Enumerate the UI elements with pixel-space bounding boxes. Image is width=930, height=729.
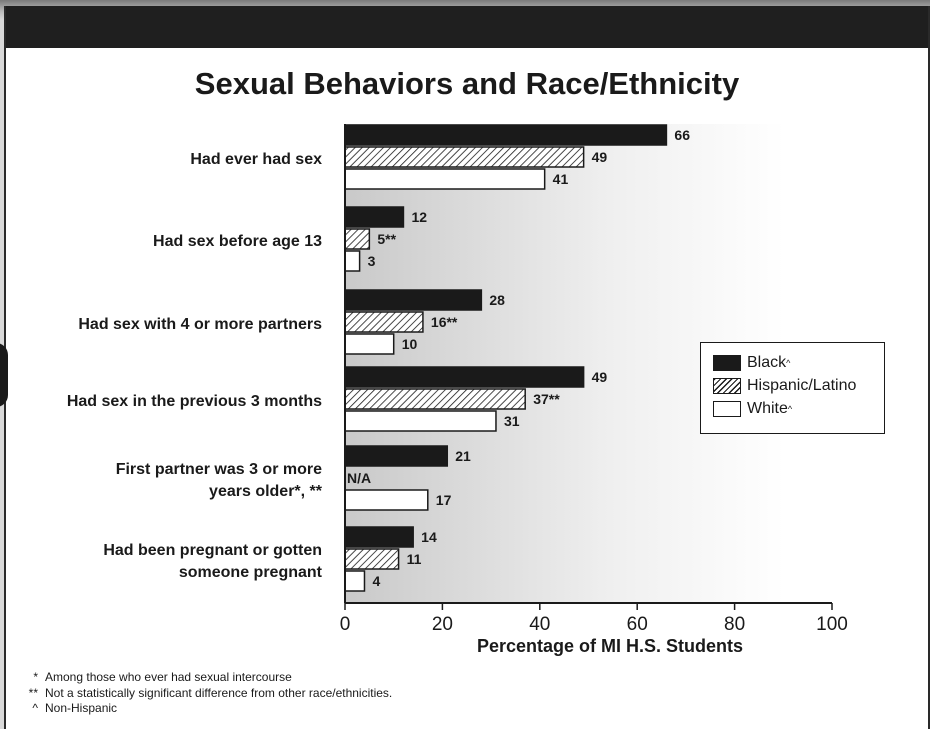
data-label: 21 [455,448,471,464]
legend-swatch-white [713,400,741,417]
bar-hispanic [344,388,526,410]
footnote: ^ Non-Hispanic [14,701,392,717]
legend-item-white: White ^ [713,397,884,420]
data-label: 49 [592,369,608,385]
footnote-text: Not a statistically significant differen… [45,685,393,700]
data-label: 11 [407,551,422,567]
footnote: ** Not a statistically significant diffe… [14,685,393,702]
bar-black [344,206,405,228]
data-label: 37** [533,391,560,407]
x-tick-label: 100 [816,614,848,635]
x-axis-title: Percentage of MI H.S. Students [477,636,743,656]
x-tick-label: 60 [627,614,648,635]
bar-hispanic [344,548,400,570]
data-label: 28 [489,292,505,308]
bar-hispanic [344,146,585,168]
category-label: years older*, ** [209,483,323,500]
bar-black [344,124,668,146]
x-tick-label: 40 [529,614,550,635]
legend-label-hispanic: Hispanic/Latino [747,376,857,394]
bar-white [344,410,497,432]
bar-black [344,289,483,311]
data-label: 14 [421,529,437,545]
legend-label-white: White [747,399,788,417]
data-label: 66 [674,127,690,143]
bar-black [344,366,585,388]
category-label: First partner was 3 or more [116,461,322,478]
data-label: 4 [372,573,380,589]
legend-mark-black: ^ [786,357,791,368]
legend-item-black: Black ^ [713,351,884,374]
category-label: Had ever had sex [190,151,322,168]
bar-black [344,526,414,548]
footnote-text: Among those who ever had sexual intercou… [45,670,292,684]
data-label: 10 [402,336,418,352]
legend: Black ^ Hispanic/Latino White ^ [700,342,885,434]
bar-white [344,250,361,272]
category-label: Had sex before age 13 [153,233,322,250]
legend-swatch-hispanic [713,377,741,394]
bar-hispanic [344,228,371,250]
legend-label-black: Black [747,353,787,371]
footnote-mark: ** [28,685,38,700]
category-label: Had sex in the previous 3 months [67,393,322,410]
data-label: N/A [347,470,371,486]
x-tick-label: 20 [432,614,453,635]
data-label: 41 [553,171,569,187]
footnote-text: Non-Hispanic [45,701,118,715]
footnotes: * Among those who ever had sexual interc… [14,670,393,717]
data-label: 12 [411,209,427,225]
data-label: 5** [377,231,396,247]
category-label: Had been pregnant or gotten [103,542,322,559]
category-label: Had sex with 4 or more partners [78,316,322,333]
x-tick-label: 80 [724,614,745,635]
bar-hispanic [344,311,424,333]
side-tab [0,343,8,407]
data-label: 17 [436,492,452,508]
chart-title: Sexual Behaviors and Race/Ethnicity [194,66,740,101]
legend-item-hispanic: Hispanic/Latino [713,374,884,397]
category-label: someone pregnant [179,564,323,581]
bar-white [344,570,366,592]
x-tick-label: 0 [340,614,351,635]
data-label: 49 [592,149,608,165]
bar-white [344,489,429,511]
bar-white [344,333,395,355]
footnote: * Among those who ever had sexual interc… [14,670,392,686]
legend-mark-white: ^ [787,403,793,414]
data-label: 16** [431,314,458,330]
data-label: 31 [504,413,520,429]
footnote-mark: ^ [32,701,38,715]
data-label: 3 [368,253,376,269]
bar-black [344,445,449,467]
top-banner [6,6,928,48]
bar-white [344,168,546,190]
legend-swatch-black [713,354,741,371]
footnote-mark: * [33,670,38,684]
